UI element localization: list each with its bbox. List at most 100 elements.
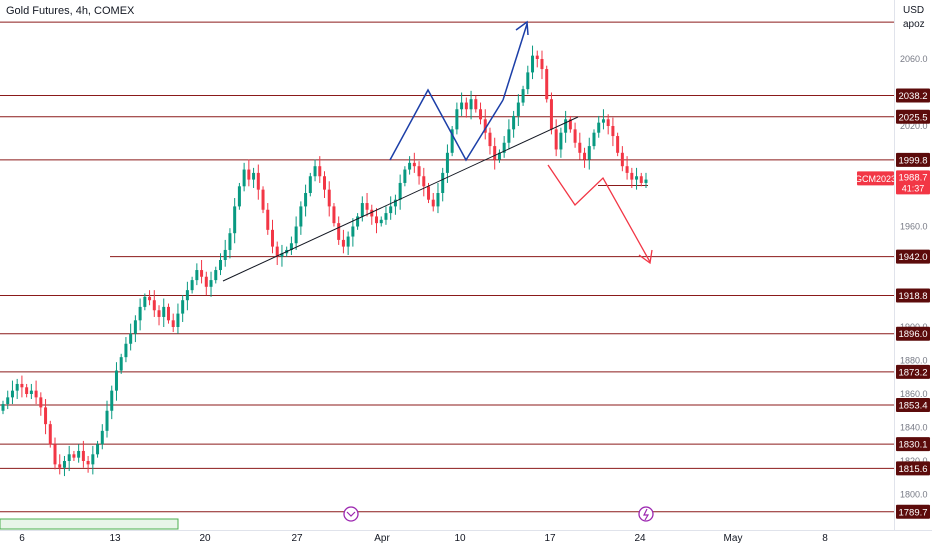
level-price-tag[interactable] <box>896 152 930 167</box>
candle-body <box>450 129 454 153</box>
candle-body <box>129 333 133 344</box>
price-axis-separator <box>894 0 895 530</box>
session-strip <box>0 518 179 530</box>
candle-body <box>266 209 270 230</box>
candle-body <box>460 102 464 110</box>
candle-body <box>337 223 341 240</box>
level-price-label: 1853.4 <box>898 401 927 412</box>
candle-body <box>247 169 251 180</box>
candle-body <box>209 280 213 287</box>
level-price-tag[interactable] <box>896 461 930 476</box>
level-price-tag[interactable] <box>896 109 930 124</box>
candle-body <box>280 253 284 257</box>
x-tick-label: 13 <box>109 533 121 544</box>
candle-body <box>148 296 152 301</box>
candle-body <box>114 370 118 391</box>
level-price-tag[interactable] <box>896 288 930 303</box>
candle-body <box>497 152 501 160</box>
candle-body <box>412 162 416 167</box>
candle-body <box>252 172 256 180</box>
candle-body <box>469 99 473 110</box>
candle-body <box>308 176 312 193</box>
candle-body <box>228 233 232 250</box>
candle-body <box>488 132 492 147</box>
candle-body <box>583 152 587 160</box>
candle-body <box>181 300 185 314</box>
level-price-tag[interactable] <box>896 398 930 413</box>
symbol-tag[interactable] <box>857 171 894 186</box>
level-price-label: 1999.8 <box>898 155 927 166</box>
candle-body <box>133 320 137 334</box>
candle-body <box>592 132 596 147</box>
candle-body <box>483 119 487 133</box>
level-price-tag[interactable] <box>896 437 930 452</box>
candle-body <box>218 260 222 271</box>
candle-body <box>512 115 516 130</box>
candle-body <box>384 213 388 220</box>
current-price-label: 1988.7 <box>898 172 927 183</box>
candle-body <box>200 270 204 277</box>
level-price-tag[interactable] <box>896 504 930 519</box>
currency-sub-label[interactable]: apoz <box>903 19 925 30</box>
candle-body <box>105 410 109 431</box>
candle-body <box>379 219 383 224</box>
level-price-tag[interactable] <box>896 326 930 341</box>
x-tick-label: 6 <box>19 533 25 544</box>
candle-body <box>143 296 147 307</box>
candle-body <box>100 430 104 445</box>
currency-label[interactable]: USD <box>903 5 925 16</box>
candle-body <box>10 390 14 398</box>
candle-body <box>270 229 274 247</box>
trendline[interactable] <box>222 116 579 282</box>
projection-path[interactable] <box>547 164 651 263</box>
level-price-tag[interactable] <box>896 249 930 264</box>
pattern-arrow-line[interactable] <box>502 23 528 101</box>
x-tick-label: 10 <box>454 533 466 544</box>
candle-body <box>313 166 317 177</box>
candle-body <box>526 72 530 90</box>
event-icon-lightning[interactable] <box>638 506 654 522</box>
candle-body <box>535 55 539 59</box>
candle-body <box>455 109 459 130</box>
candle-body <box>540 59 544 70</box>
candle-body <box>242 169 246 187</box>
candle-body <box>493 146 497 160</box>
candle-body <box>138 306 142 321</box>
y-tick-label: 1800.0 <box>900 490 928 500</box>
event-icon-dividend[interactable] <box>343 506 359 522</box>
current-price-tag[interactable] <box>896 170 930 195</box>
candle-body <box>256 172 260 190</box>
level-price-tag[interactable] <box>896 364 930 379</box>
candle-body <box>110 390 114 411</box>
arrow-icon <box>346 511 356 517</box>
candle-body <box>360 203 364 217</box>
level-price-label: 1918.8 <box>898 291 927 302</box>
time-axis-separator <box>0 530 932 531</box>
candle-body <box>72 454 76 458</box>
candle-body <box>81 450 85 461</box>
candle-body <box>507 129 511 143</box>
candle-body <box>171 320 175 327</box>
level-price-tag[interactable] <box>896 88 930 103</box>
pattern-arrow-head <box>515 20 529 36</box>
candle-body <box>58 464 62 468</box>
candle-body <box>152 300 156 311</box>
candle-body <box>427 186 431 200</box>
candle-body <box>620 152 624 167</box>
double-top-pattern[interactable] <box>389 88 504 162</box>
candle-body <box>403 169 407 183</box>
candle-body <box>370 209 374 217</box>
level-price-label: 1789.7 <box>898 507 927 518</box>
candle-body <box>479 109 483 120</box>
candle-body <box>559 132 563 150</box>
candle-body <box>431 199 435 207</box>
candle-body <box>261 189 265 210</box>
candle-body <box>521 89 525 103</box>
candle-body <box>597 122 601 133</box>
candle-body <box>185 290 189 301</box>
candle-body <box>204 276 208 287</box>
candle-body <box>408 162 412 170</box>
candle-body <box>616 136 620 153</box>
candle-body <box>573 129 577 143</box>
